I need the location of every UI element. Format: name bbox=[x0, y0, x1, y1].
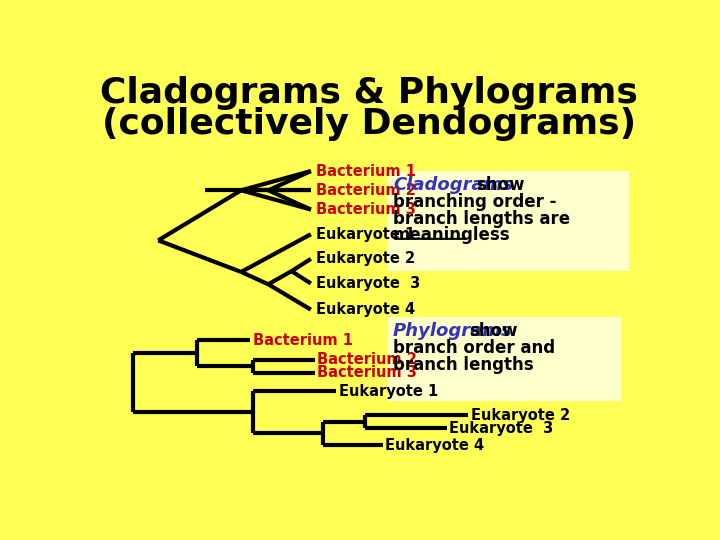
Text: branch lengths: branch lengths bbox=[393, 356, 534, 374]
Text: branch lengths are: branch lengths are bbox=[393, 210, 570, 227]
Text: Eukaryote 4: Eukaryote 4 bbox=[315, 302, 415, 317]
Text: (collectively Dendograms): (collectively Dendograms) bbox=[102, 107, 636, 141]
Text: Cladograms: Cladograms bbox=[393, 176, 513, 194]
Text: Eukaryote  3: Eukaryote 3 bbox=[315, 276, 420, 291]
FancyBboxPatch shape bbox=[388, 318, 621, 401]
Text: Phylograms: Phylograms bbox=[393, 322, 513, 340]
Text: Bacterium 2: Bacterium 2 bbox=[315, 183, 415, 198]
Text: branching order -: branching order - bbox=[393, 193, 557, 211]
Text: Bacterium 2: Bacterium 2 bbox=[317, 352, 417, 367]
Text: show: show bbox=[469, 322, 518, 340]
Text: Eukaryote 4: Eukaryote 4 bbox=[385, 438, 485, 453]
FancyBboxPatch shape bbox=[388, 171, 629, 271]
Text: meaningless: meaningless bbox=[393, 226, 510, 245]
Text: Eukaryote  3: Eukaryote 3 bbox=[449, 421, 553, 436]
Text: Eukaryote 2: Eukaryote 2 bbox=[315, 251, 415, 266]
Text: Bacterium 1: Bacterium 1 bbox=[253, 333, 353, 348]
Text: Bacterium 1: Bacterium 1 bbox=[315, 164, 415, 179]
Text: Eukaryote 2: Eukaryote 2 bbox=[471, 408, 570, 423]
Text: branch order and: branch order and bbox=[393, 339, 555, 357]
Text: Eukaryote 1: Eukaryote 1 bbox=[339, 384, 438, 399]
Text: Cladograms & Phylograms: Cladograms & Phylograms bbox=[100, 76, 638, 110]
Text: Bacterium 3: Bacterium 3 bbox=[317, 365, 417, 380]
Text: Eukaryote 1: Eukaryote 1 bbox=[315, 227, 415, 242]
Text: Bacterium 3: Bacterium 3 bbox=[315, 202, 415, 217]
Text: show: show bbox=[476, 176, 524, 194]
